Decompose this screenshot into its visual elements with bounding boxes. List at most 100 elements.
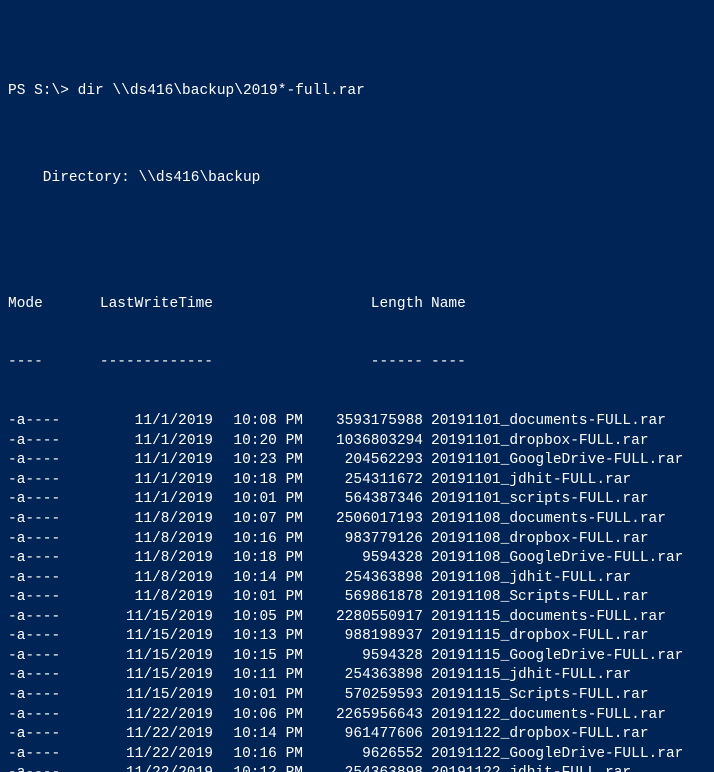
cell-length: 3593175988: [313, 412, 423, 432]
header-lastwritetime: LastWriteTime: [98, 295, 213, 315]
cell-name: 20191101_scripts-FULL.rar: [423, 490, 706, 510]
cell-length: 564387346: [313, 490, 423, 510]
directory-header: Directory: \\ds416\backup: [8, 169, 706, 189]
cell-time: 10:06 PM: [213, 706, 313, 726]
cell-date: 11/1/2019: [98, 490, 213, 510]
cell-mode: -a----: [8, 412, 98, 432]
directory-path: \\ds416\backup: [139, 170, 261, 186]
cell-length: 1036803294: [313, 432, 423, 452]
cell-time: 10:16 PM: [213, 745, 313, 765]
cell-length: 9594328: [313, 549, 423, 569]
table-row: -a----11/8/201910:01 PM56986187820191108…: [8, 588, 706, 608]
cell-name: 20191115_documents-FULL.rar: [423, 608, 706, 628]
cell-time: 10:14 PM: [213, 725, 313, 745]
table-row: -a----11/22/201910:06 PM2265956643201911…: [8, 706, 706, 726]
table-row: -a----11/15/201910:01 PM5702595932019111…: [8, 686, 706, 706]
cell-time: 10:01 PM: [213, 490, 313, 510]
cell-date: 11/22/2019: [98, 725, 213, 745]
cell-mode: -a----: [8, 745, 98, 765]
cell-mode: -a----: [8, 490, 98, 510]
cell-time: 10:23 PM: [213, 451, 313, 471]
cell-mode: -a----: [8, 764, 98, 772]
directory-label: Directory:: [8, 170, 139, 186]
cell-date: 11/8/2019: [98, 569, 213, 589]
cell-date: 11/15/2019: [98, 666, 213, 686]
table-row: -a----11/22/201910:14 PM9614776062019112…: [8, 725, 706, 745]
cell-length: 254363898: [313, 764, 423, 772]
table-row: -a----11/1/201910:01 PM56438734620191101…: [8, 490, 706, 510]
cell-time: 10:05 PM: [213, 608, 313, 628]
cell-mode: -a----: [8, 686, 98, 706]
cell-time: 10:01 PM: [213, 588, 313, 608]
table-row: -a----11/15/201910:15 PM959432820191115_…: [8, 647, 706, 667]
cell-time: 10:01 PM: [213, 686, 313, 706]
cell-name: 20191115_Scripts-FULL.rar: [423, 686, 706, 706]
cell-mode: -a----: [8, 549, 98, 569]
cell-name: 20191101_GoogleDrive-FULL.rar: [423, 451, 706, 471]
cell-name: 20191122_dropbox-FULL.rar: [423, 725, 706, 745]
cell-time: 10:15 PM: [213, 647, 313, 667]
cell-name: 20191108_Scripts-FULL.rar: [423, 588, 706, 608]
table-row: -a----11/8/201910:18 PM959432820191108_G…: [8, 549, 706, 569]
table-row: -a----11/1/201910:18 PM25431167220191101…: [8, 471, 706, 491]
cell-date: 11/8/2019: [98, 549, 213, 569]
header-name: Name: [423, 295, 706, 315]
cell-time: 10:16 PM: [213, 530, 313, 550]
dash-name: ----: [423, 353, 706, 373]
cell-mode: -a----: [8, 451, 98, 471]
listing-table: Mode LastWriteTime Length Name ---- ----…: [8, 256, 706, 772]
cell-mode: -a----: [8, 666, 98, 686]
cell-mode: -a----: [8, 588, 98, 608]
cell-time: 10:18 PM: [213, 471, 313, 491]
cell-length: 2280550917: [313, 608, 423, 628]
cell-length: 2265956643: [313, 706, 423, 726]
cell-time: 10:13 PM: [213, 627, 313, 647]
cell-mode: -a----: [8, 725, 98, 745]
cell-mode: -a----: [8, 608, 98, 628]
cell-date: 11/15/2019: [98, 647, 213, 667]
dash-length: ------: [313, 353, 423, 373]
cell-length: 983779126: [313, 530, 423, 550]
cell-length: 961477606: [313, 725, 423, 745]
dash-date: -------------: [98, 353, 213, 373]
table-body: -a----11/1/201910:08 PM35931759882019110…: [8, 412, 706, 772]
cell-date: 11/15/2019: [98, 627, 213, 647]
cell-date: 11/22/2019: [98, 706, 213, 726]
cell-mode: -a----: [8, 627, 98, 647]
cell-mode: -a----: [8, 647, 98, 667]
cell-date: 11/1/2019: [98, 432, 213, 452]
table-header-row: Mode LastWriteTime Length Name: [8, 295, 706, 315]
cell-mode: -a----: [8, 530, 98, 550]
cell-date: 11/1/2019: [98, 471, 213, 491]
table-row: -a----11/1/201910:23 PM20456229320191101…: [8, 451, 706, 471]
cell-date: 11/8/2019: [98, 588, 213, 608]
dash-mode: ----: [8, 353, 98, 373]
cell-time: 10:11 PM: [213, 666, 313, 686]
cell-name: 20191122_GoogleDrive-FULL.rar: [423, 745, 706, 765]
table-row: -a----11/15/201910:13 PM9881989372019111…: [8, 627, 706, 647]
cell-length: 204562293: [313, 451, 423, 471]
cell-mode: -a----: [8, 471, 98, 491]
cell-length: 9626552: [313, 745, 423, 765]
cell-time: 10:12 PM: [213, 764, 313, 772]
cell-time: 10:14 PM: [213, 569, 313, 589]
cell-name: 20191101_jdhit-FULL.rar: [423, 471, 706, 491]
cell-name: 20191115_GoogleDrive-FULL.rar: [423, 647, 706, 667]
cell-name: 20191108_jdhit-FULL.rar: [423, 569, 706, 589]
cell-length: 9594328: [313, 647, 423, 667]
table-row: -a----11/8/201910:14 PM25436389820191108…: [8, 569, 706, 589]
command-line[interactable]: PS S:\> dir \\ds416\backup\2019*-full.ra…: [8, 82, 706, 102]
cell-date: 11/8/2019: [98, 530, 213, 550]
table-row: -a----11/15/201910:11 PM2543638982019111…: [8, 666, 706, 686]
cell-date: 11/22/2019: [98, 745, 213, 765]
table-row: -a----11/1/201910:20 PM10368032942019110…: [8, 432, 706, 452]
cell-length: 570259593: [313, 686, 423, 706]
cell-length: 569861878: [313, 588, 423, 608]
cell-name: 20191101_dropbox-FULL.rar: [423, 432, 706, 452]
table-row: -a----11/8/201910:16 PM98377912620191108…: [8, 530, 706, 550]
cell-date: 11/8/2019: [98, 510, 213, 530]
table-row: -a----11/22/201910:12 PM2543638982019112…: [8, 764, 706, 772]
cell-mode: -a----: [8, 706, 98, 726]
cell-length: 2506017193: [313, 510, 423, 530]
cell-date: 11/22/2019: [98, 764, 213, 772]
